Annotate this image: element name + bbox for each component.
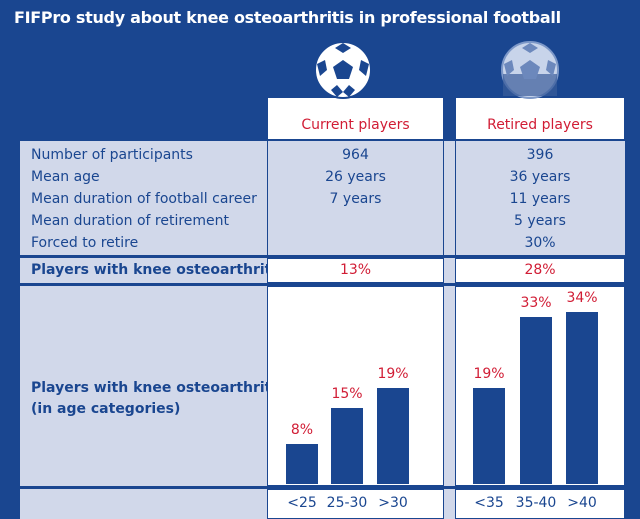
retired-players-header: Retired players [455, 97, 625, 140]
page-title: FIFPro study about knee osteoarthritis i… [14, 8, 561, 27]
chart-bar [331, 408, 363, 484]
bar-value-label: 34% [566, 289, 598, 306]
bar-value-label: 8% [290, 421, 314, 438]
row-label-mean-age: Mean age [31, 169, 100, 185]
oa-current-value: 13% [339, 262, 372, 278]
row-label-participants: Number of participants [31, 147, 193, 163]
bar-value-label: 33% [520, 295, 552, 312]
x-tick-label: >40 [567, 495, 597, 511]
bar-value-label: 19% [473, 365, 505, 382]
chart-bar [286, 443, 318, 484]
chart-bar [473, 387, 505, 484]
x-tick-label: <25 [287, 495, 317, 511]
bar-value-label: 19% [377, 365, 409, 382]
soccer-ball-icon [314, 41, 372, 99]
x-tick-label: 25-30 [326, 495, 368, 511]
oa-row-label: Players with knee osteoarthritis [31, 262, 285, 278]
retired-tick-cell [455, 489, 625, 519]
chart-bar [520, 317, 552, 484]
current-career: 7 years [329, 191, 382, 207]
row-label-career: Mean duration of football career [31, 191, 257, 207]
current-tick-cell [267, 489, 444, 519]
chart-bar [566, 311, 598, 484]
chart-bar [377, 387, 409, 484]
oa-current-cell: 13% [267, 258, 444, 283]
info-band-current [267, 141, 444, 255]
retired-retirement: 5 years [514, 213, 566, 229]
info-band-retired [455, 141, 625, 255]
retired-forced: 30% [524, 235, 556, 251]
age-row-label-1: Players with knee osteoarthritis [31, 380, 285, 396]
x-tick-label: >30 [378, 495, 408, 511]
current-mean-age: 26 years [325, 169, 386, 185]
row-label-forced: Forced to retire [31, 235, 139, 251]
soccer-ball-faded-icon [501, 41, 559, 99]
age-row-label-2: (in age categories) [31, 401, 181, 417]
retired-players-label: Retired players [487, 117, 593, 133]
x-tick-label: 35-40 [515, 495, 557, 511]
x-tick-label: <35 [474, 495, 504, 511]
current-participants: 964 [342, 147, 369, 163]
row-label-retirement: Mean duration of retirement [31, 213, 230, 229]
oa-retired-cell: 28% [455, 258, 625, 283]
current-players-header: Current players [267, 97, 444, 140]
retired-mean-age: 36 years [509, 169, 571, 185]
oa-retired-value: 28% [524, 262, 556, 278]
current-players-label: Current players [301, 117, 410, 133]
retired-participants: 396 [526, 147, 554, 163]
retired-career: 11 years [509, 191, 571, 207]
bar-value-label: 15% [331, 386, 363, 403]
